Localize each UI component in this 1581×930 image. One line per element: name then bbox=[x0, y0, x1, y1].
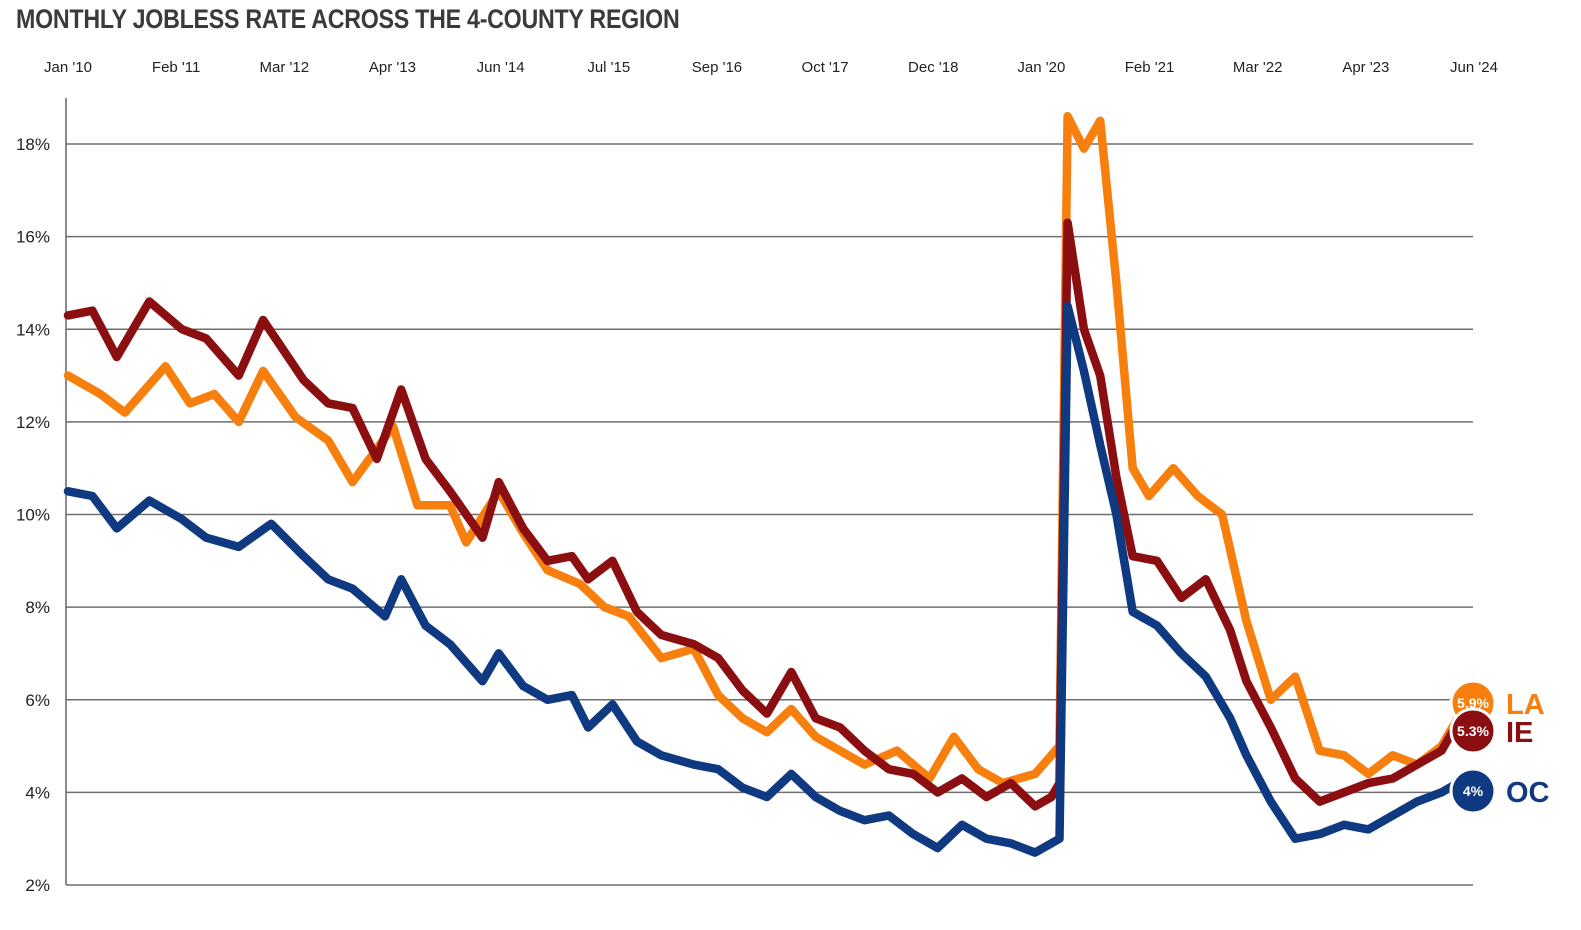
y-tick-label: 4% bbox=[25, 783, 50, 802]
x-tick-label: Mar '12 bbox=[260, 59, 310, 76]
y-tick-label: 10% bbox=[16, 506, 50, 525]
series-line-ie bbox=[63, 218, 1479, 811]
x-tick-label: Feb '11 bbox=[152, 59, 200, 76]
end-marker-ie bbox=[1449, 707, 1497, 755]
end-marker-oc bbox=[1449, 767, 1497, 815]
y-tick-label: 12% bbox=[16, 413, 50, 432]
x-tick-label: Jan '10 bbox=[44, 59, 92, 76]
x-tick-label: Mar '22 bbox=[1233, 59, 1283, 76]
series-lines bbox=[63, 111, 1479, 857]
x-tick-label: Feb '21 bbox=[1125, 59, 1175, 76]
x-tick-label: Jan '20 bbox=[1017, 59, 1065, 76]
end-value-label: 5.3% bbox=[1457, 723, 1489, 739]
chart-title: MONTHLY JOBLESS RATE ACROSS THE 4-COUNTY… bbox=[16, 4, 680, 34]
x-tick-label: Jun '14 bbox=[477, 59, 525, 76]
end-labels: 5.9% LA 5.3% IE 4% OC bbox=[1449, 679, 1550, 815]
series-name-label: OC bbox=[1506, 777, 1550, 809]
series-name-label: LA bbox=[1506, 689, 1545, 721]
y-tick-label: 18% bbox=[16, 135, 50, 154]
end-value-label: 5.9% bbox=[1457, 695, 1489, 711]
x-axis-ticks: Jan '10 Feb '11 Mar '12 Apr '13 Jun '14 Jul '… bbox=[44, 59, 1498, 76]
y-tick-label: 6% bbox=[25, 691, 50, 710]
y-axis-ticks: 2% 4% 6% 8% 10% 12% 14% 16% 18% bbox=[16, 135, 50, 895]
x-tick-label: Jun '24 bbox=[1450, 59, 1498, 76]
y-tick-label: 2% bbox=[25, 876, 50, 895]
y-tick-label: 16% bbox=[16, 228, 50, 247]
series-name-label: IE bbox=[1506, 717, 1533, 749]
x-tick-label: Apr '13 bbox=[369, 59, 416, 76]
x-tick-label: Dec '18 bbox=[908, 59, 958, 76]
y-tick-label: 8% bbox=[25, 598, 50, 617]
grid-lines bbox=[65, 98, 1473, 886]
series-line-la bbox=[63, 111, 1479, 788]
end-value-label: 4% bbox=[1463, 783, 1484, 799]
x-tick-label: Apr '23 bbox=[1342, 59, 1389, 76]
x-tick-label: Sep '16 bbox=[692, 59, 742, 76]
y-tick-label: 14% bbox=[16, 320, 50, 339]
x-tick-label: Jul '15 bbox=[587, 59, 630, 76]
x-tick-label: Oct '17 bbox=[802, 59, 849, 76]
series-line-oc bbox=[63, 301, 1479, 857]
